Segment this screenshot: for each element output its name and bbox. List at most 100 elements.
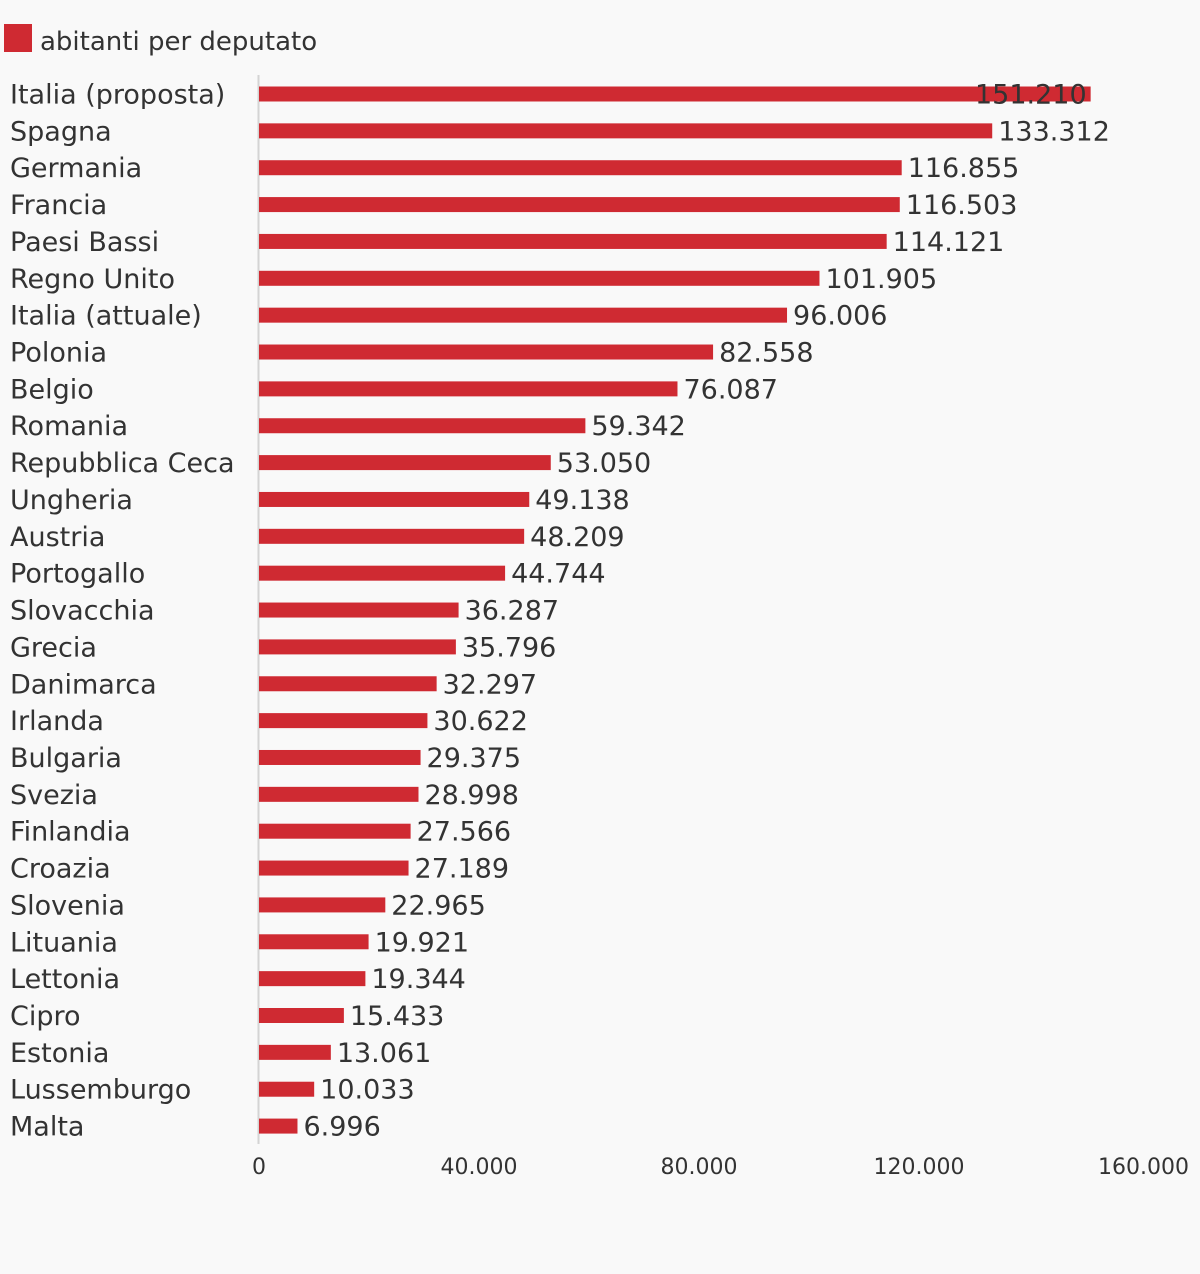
value-label: 116.855	[908, 153, 1020, 184]
bar	[259, 860, 409, 876]
category-label: Ungheria	[10, 485, 133, 516]
category-label: Repubblica Ceca	[10, 448, 235, 479]
category-label: Cipro	[10, 1001, 81, 1032]
value-label: 27.189	[415, 854, 509, 885]
bar	[259, 934, 369, 950]
value-label: 15.433	[350, 1001, 444, 1032]
category-label: Francia	[10, 190, 107, 221]
bar	[259, 1008, 344, 1023]
category-labels: Italia (proposta) Spagna Germania Francia Pa…	[10, 80, 235, 1143]
legend: abitanti per deputato	[4, 24, 317, 57]
value-label: 19.921	[375, 927, 469, 958]
value-label: 22.965	[391, 890, 485, 921]
value-label: 53.050	[557, 448, 651, 479]
bar	[259, 270, 820, 286]
value-label: 151.210	[975, 80, 1087, 111]
category-label: Svezia	[10, 780, 98, 811]
value-label: 13.061	[337, 1038, 431, 1069]
value-label: 59.342	[591, 411, 685, 442]
bar	[259, 455, 551, 471]
category-label: Spagna	[10, 116, 112, 147]
bar	[259, 307, 788, 323]
category-label: Regno Unito	[10, 264, 175, 295]
bar	[259, 1081, 315, 1097]
category-label: Estonia	[10, 1038, 109, 1069]
value-label: 32.297	[443, 669, 537, 700]
category-label: Irlanda	[10, 706, 104, 737]
bar	[259, 123, 993, 139]
x-tick-label: 120.000	[874, 1155, 965, 1180]
bar	[259, 197, 900, 213]
category-label: Slovenia	[10, 890, 125, 921]
bar	[259, 233, 887, 249]
value-label: 29.375	[427, 743, 521, 774]
value-label: 28.998	[424, 780, 518, 811]
bar	[259, 1044, 331, 1060]
value-label: 27.566	[417, 817, 511, 848]
legend-label: abitanti per deputato	[40, 27, 317, 57]
category-label: Romania	[10, 411, 128, 442]
category-label: Germania	[10, 153, 142, 184]
category-label: Paesi Bassi	[10, 227, 159, 258]
x-tick-label: 0	[252, 1155, 266, 1180]
category-label: Italia (proposta)	[10, 80, 225, 111]
bar	[259, 160, 902, 176]
bar	[259, 565, 506, 581]
category-label: Austria	[10, 522, 105, 553]
value-label: 10.033	[320, 1075, 414, 1106]
value-label: 133.312	[998, 116, 1110, 147]
value-label: 82.558	[719, 338, 813, 369]
bar	[259, 491, 530, 507]
value-label: 35.796	[462, 632, 556, 663]
bar	[259, 528, 525, 544]
x-axis-ticks: 0 40.000 80.000 120.000 160.000	[252, 1155, 1189, 1180]
category-label: Italia (attuale)	[10, 301, 202, 332]
bar	[259, 1118, 298, 1134]
bars	[259, 86, 1091, 1134]
bar	[259, 676, 437, 692]
bar	[259, 639, 456, 655]
value-label: 96.006	[793, 301, 887, 332]
value-label: 114.121	[893, 227, 1005, 258]
value-labels: 151.210 133.312 116.855 116.503 114.121 101.9…	[303, 80, 1109, 1143]
bar	[259, 381, 678, 397]
value-label: 116.503	[906, 190, 1018, 221]
x-tick-label: 40.000	[441, 1155, 518, 1180]
x-tick-label: 160.000	[1098, 1155, 1189, 1180]
bar	[259, 823, 411, 839]
category-label: Lituania	[10, 927, 118, 958]
bar	[259, 786, 419, 802]
value-label: 49.138	[535, 485, 629, 516]
category-label: Slovacchia	[10, 596, 155, 627]
bar	[259, 971, 366, 987]
bar	[259, 749, 421, 765]
value-label: 6.996	[303, 1112, 380, 1143]
category-label: Malta	[10, 1112, 84, 1143]
category-label: Grecia	[10, 632, 97, 663]
x-tick-label: 80.000	[661, 1155, 738, 1180]
category-label: Lettonia	[10, 964, 120, 995]
category-label: Finlandia	[10, 817, 131, 848]
category-label: Danimarca	[10, 669, 157, 700]
value-label: 101.905	[825, 264, 937, 295]
category-label: Croazia	[10, 854, 111, 885]
category-label: Polonia	[10, 338, 107, 369]
value-label: 48.209	[530, 522, 624, 553]
bar	[259, 86, 1091, 102]
category-label: Belgio	[10, 374, 94, 405]
legend-swatch	[4, 24, 32, 52]
value-label: 44.744	[511, 559, 605, 590]
bar	[259, 602, 459, 618]
bar	[259, 344, 714, 360]
bar	[259, 713, 428, 729]
value-label: 19.344	[371, 964, 465, 995]
bar	[259, 418, 586, 434]
value-label: 30.622	[433, 706, 527, 737]
bar	[259, 897, 386, 913]
value-label: 76.087	[683, 374, 777, 405]
category-label: Portogallo	[10, 559, 145, 590]
category-label: Bulgaria	[10, 743, 122, 774]
value-label: 36.287	[465, 596, 559, 627]
category-label: Lussemburgo	[10, 1075, 191, 1106]
